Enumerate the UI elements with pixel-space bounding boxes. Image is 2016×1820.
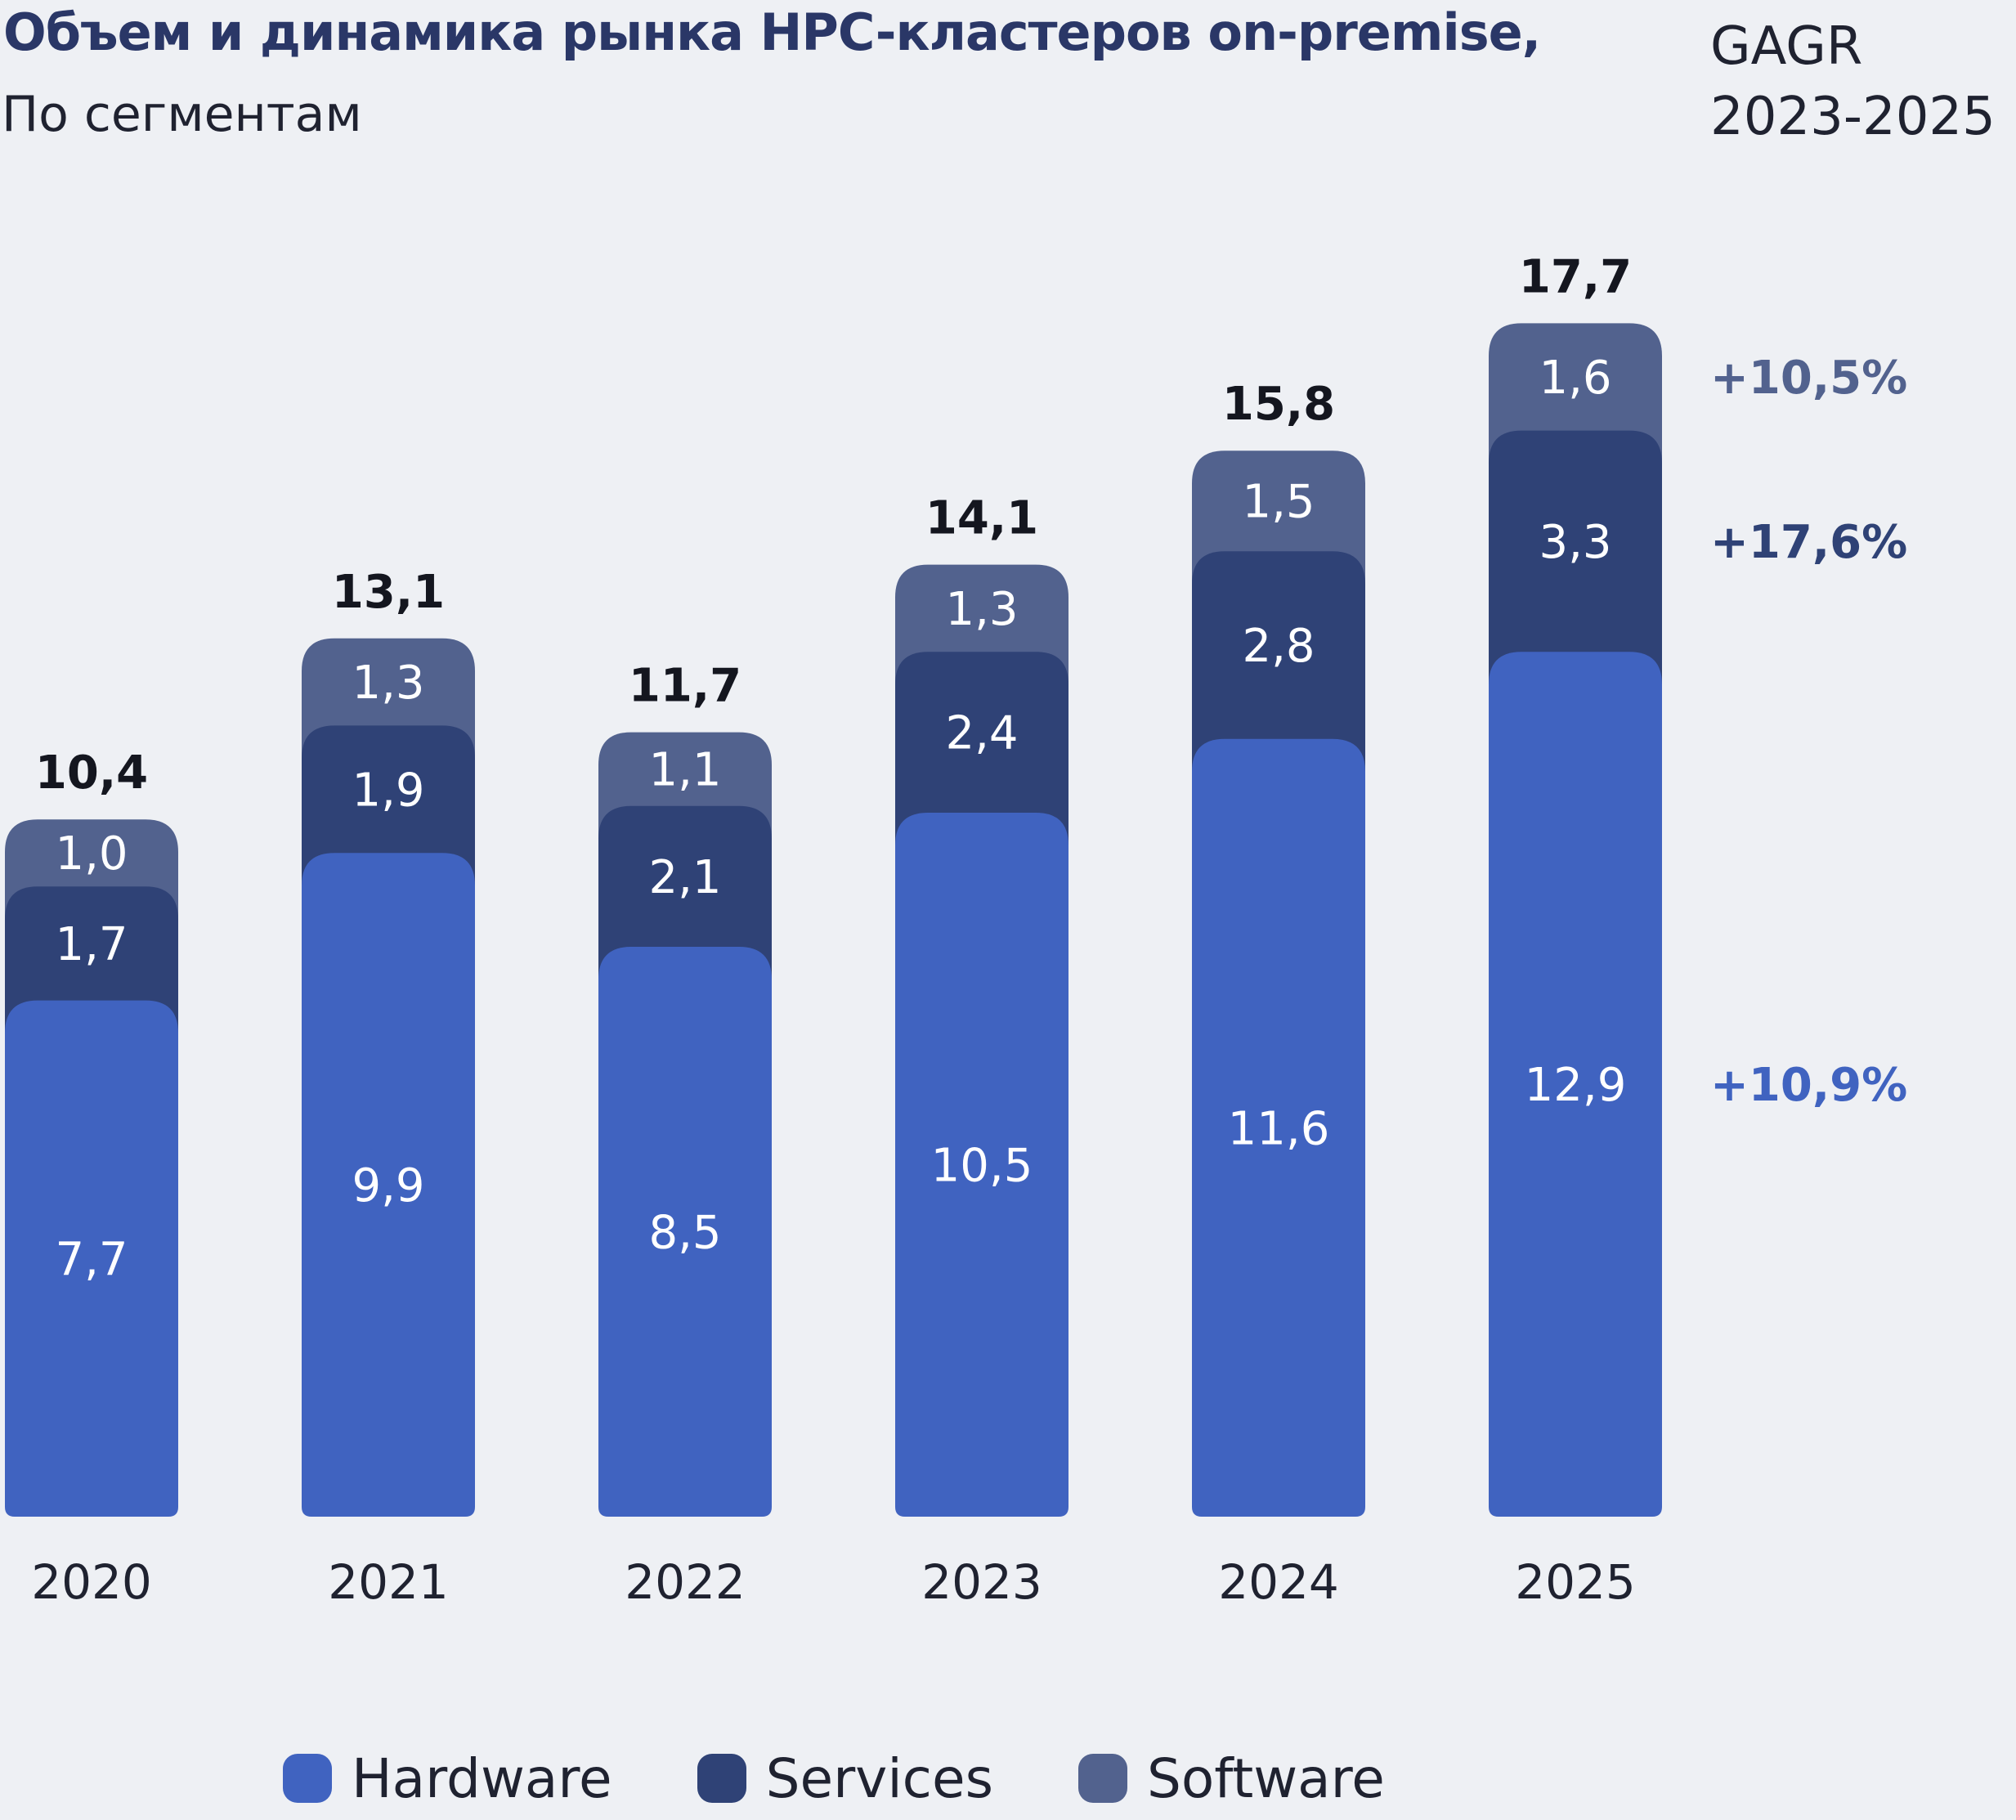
segment-label-services-2023: 2,4 — [945, 707, 1018, 760]
cagr-label-services: +17,6% — [1710, 516, 1907, 569]
bar-group-2022: 8,5 2,1 1,1 11,7 2022 — [598, 660, 772, 1610]
bar-segment-software-2024 — [1192, 451, 1365, 585]
bar-group-2021: 9,9 1,9 1,3 13,1 2021 — [302, 566, 475, 1610]
segment-label-software-2022: 1,1 — [648, 744, 721, 797]
chart-title: Объем и динамика рынка HPC-кластеров on-… — [3, 2, 1541, 62]
bar-segment-hardware-2022 — [598, 947, 772, 1517]
legend: Hardware Services Software — [283, 1742, 1470, 1815]
bar-segment-hardware-2020 — [5, 1000, 178, 1517]
total-label-2022: 11,7 — [629, 660, 741, 713]
segment-label-software-2024: 1,5 — [1242, 476, 1315, 529]
segment-label-software-2020: 1,0 — [55, 827, 128, 881]
segment-label-hardware-2021: 9,9 — [352, 1159, 424, 1213]
legend-swatch-hardware — [283, 1754, 332, 1803]
segment-label-hardware-2025: 12,9 — [1525, 1059, 1627, 1112]
cagr-header-label: GAGR — [1710, 16, 1863, 77]
segment-label-hardware-2022: 8,5 — [648, 1207, 721, 1260]
bar-group-2023: 10,5 2,4 1,3 14,1 2023 — [895, 492, 1068, 1610]
x-tick-label-2023: 2023 — [921, 1554, 1042, 1610]
legend-swatch-software — [1077, 1754, 1127, 1803]
bar-segment-software-2025 — [1489, 323, 1662, 464]
segment-label-services-2025: 3,3 — [1539, 516, 1611, 569]
legend-swatch-services — [697, 1754, 746, 1803]
cagr-header-period: 2023-2025 — [1710, 87, 1996, 147]
bar-segment-hardware-2024 — [1192, 738, 1365, 1517]
segment-label-software-2021: 1,3 — [352, 657, 424, 710]
segment-label-hardware-2020: 7,7 — [55, 1233, 128, 1286]
bar-segment-services-2023 — [895, 652, 1068, 845]
chart-subtitle: По сегментам — [2, 86, 362, 143]
cagr-header: GAGR 2023-2025 — [1710, 11, 1996, 152]
total-label-2021: 13,1 — [332, 566, 445, 619]
bar-group-2024: 11,6 2,8 1,5 15,8 2024 — [1192, 378, 1365, 1610]
segment-label-services-2020: 1,7 — [55, 918, 128, 971]
bar-group-2025: 12,9 3,3 1,6 17,7 2025 — [1489, 250, 1662, 1610]
legend-item-hardware: Hardware — [283, 1747, 612, 1810]
bar-segment-hardware-2021 — [302, 853, 475, 1517]
segment-label-hardware-2024: 11,6 — [1228, 1102, 1330, 1155]
segment-label-services-2022: 2,1 — [648, 851, 721, 904]
x-tick-label-2022: 2022 — [625, 1554, 746, 1610]
legend-label-services: Services — [765, 1746, 993, 1810]
x-tick-label-2021: 2021 — [328, 1554, 449, 1610]
bar-segment-hardware-2023 — [895, 813, 1068, 1517]
x-tick-label-2020: 2020 — [31, 1554, 152, 1610]
total-label-2023: 14,1 — [925, 492, 1038, 545]
bar-segment-services-2020 — [5, 886, 178, 1033]
bar-group-2020: 7,7 1,7 1,0 10,4 2020 — [5, 746, 178, 1610]
legend-label-software: Software — [1146, 1746, 1385, 1810]
bar-segment-services-2024 — [1192, 551, 1365, 772]
bar-segment-services-2021 — [302, 725, 475, 886]
cagr-label-software: +10,5% — [1710, 352, 1907, 405]
bar-segment-services-2025 — [1489, 430, 1662, 685]
x-tick-label-2025: 2025 — [1515, 1554, 1636, 1610]
segment-label-services-2021: 1,9 — [352, 764, 424, 817]
bar-segment-services-2022 — [598, 805, 772, 979]
bar-segment-hardware-2025 — [1489, 652, 1662, 1517]
segment-label-services-2024: 2,8 — [1242, 620, 1315, 673]
legend-label-hardware: Hardware — [352, 1746, 612, 1810]
legend-item-services: Services — [697, 1747, 993, 1810]
total-label-2020: 10,4 — [35, 746, 148, 800]
segment-label-hardware-2023: 10,5 — [931, 1140, 1033, 1193]
cagr-label-hardware: +10,9% — [1710, 1059, 1907, 1112]
x-tick-label-2024: 2024 — [1218, 1554, 1339, 1610]
total-label-2024: 15,8 — [1222, 378, 1335, 431]
stacked-bar-chart: 7,7 1,7 1,0 10,4 2020 9,9 1,9 1,3 13,1 2021 8,5 2,1… — [5, 250, 1907, 1610]
segment-label-software-2023: 1,3 — [945, 583, 1018, 636]
total-label-2025: 17,7 — [1519, 250, 1632, 303]
segment-label-software-2025: 1,6 — [1539, 352, 1611, 405]
legend-item-software: Software — [1077, 1746, 1385, 1810]
